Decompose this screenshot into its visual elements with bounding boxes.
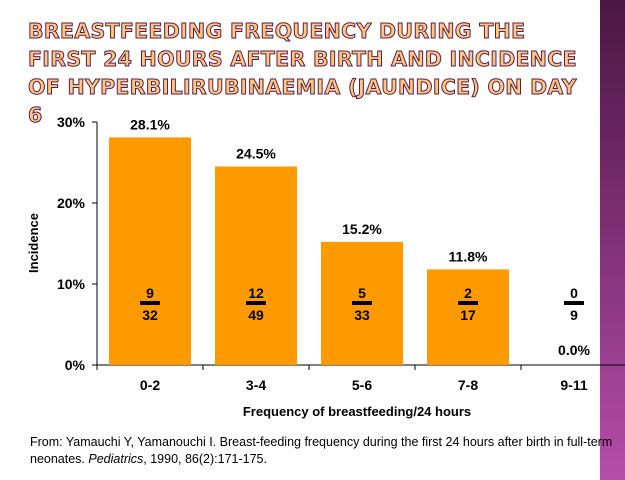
data-label: 28.1%	[130, 116, 170, 132]
decorative-side-band	[600, 0, 625, 480]
fraction-numerator: 0	[570, 285, 578, 301]
y-tick-label: 10%	[57, 276, 86, 292]
x-tick-label: 5-6	[352, 377, 372, 393]
data-label: 11.8%	[449, 248, 488, 264]
y-tick-label: 20%	[57, 195, 86, 211]
fraction-denominator: 9	[570, 307, 578, 323]
citation-text: From: Yamauchi Y, Yamanouchi I. Breast-f…	[30, 435, 613, 466]
citation: From: Yamauchi Y, Yamanouchi I. Breast-f…	[30, 434, 620, 468]
bar	[109, 137, 191, 365]
bar-chart: 0% 10% 20% 30% 28.1% 9 32 0-2 24.5% 12 49 3-4 15.2% 5…	[26, 114, 625, 419]
data-label: 0.0%	[558, 342, 590, 358]
bar	[215, 166, 297, 365]
y-tick-label: 0%	[65, 357, 86, 373]
fraction-bar	[564, 301, 584, 305]
fraction-bar	[246, 301, 266, 305]
x-tick-label: 3-4	[246, 377, 266, 393]
x-axis-title: Frequency of breastfeeding/24 hours	[243, 404, 471, 419]
y-axis-title: Incidence	[26, 213, 41, 273]
fraction-numerator: 5	[358, 285, 366, 301]
y-tick-label: 30%	[57, 114, 86, 130]
data-label: 15.2%	[342, 221, 382, 237]
fraction-denominator: 17	[460, 307, 476, 323]
fraction-numerator: 2	[464, 285, 472, 301]
fraction-denominator: 32	[142, 307, 158, 323]
fraction-denominator: 49	[248, 307, 264, 323]
fraction-bar	[140, 301, 160, 305]
fraction-bar	[352, 301, 372, 305]
x-tick-label: 7-8	[458, 377, 478, 393]
fraction-numerator: 9	[146, 285, 154, 301]
slide-title: BREASTFEEDING FREQUENCY DURING THE FIRST…	[28, 19, 578, 128]
data-label: 24.5%	[236, 146, 276, 162]
fraction-numerator: 12	[248, 285, 264, 301]
x-tick-label: 9-11	[560, 377, 587, 393]
bar	[427, 269, 509, 365]
citation-journal: Pediatrics	[88, 452, 144, 466]
citation-details: , 1990, 86(2):171-175.	[143, 452, 267, 466]
fraction-denominator: 33	[354, 307, 370, 323]
x-tick-label: 0-2	[140, 377, 160, 393]
fraction-bar	[458, 301, 478, 305]
